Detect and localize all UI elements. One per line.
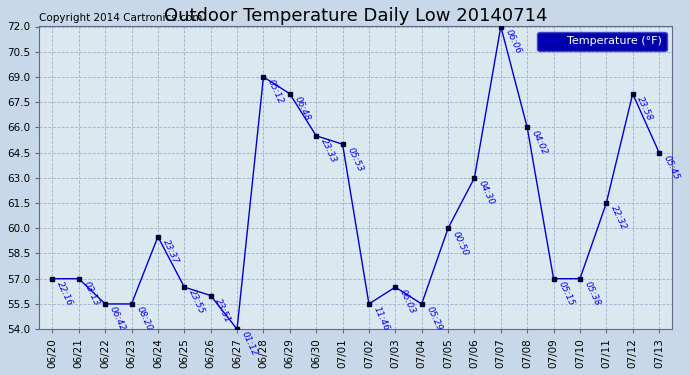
Text: 04:02: 04:02 — [530, 129, 549, 156]
Text: 05:53: 05:53 — [345, 146, 364, 173]
Text: 00:50: 00:50 — [451, 230, 470, 257]
Text: Copyright 2014 Cartronics.com: Copyright 2014 Cartronics.com — [39, 13, 203, 24]
Text: 01:12: 01:12 — [240, 330, 259, 358]
Text: 06:48: 06:48 — [293, 95, 312, 123]
Text: 05:29: 05:29 — [424, 305, 444, 333]
Text: 23:51: 23:51 — [213, 297, 233, 324]
Legend: Temperature (°F): Temperature (°F) — [538, 32, 667, 51]
Text: 11:46: 11:46 — [372, 305, 391, 333]
Text: 23:58: 23:58 — [635, 95, 655, 123]
Text: 05:38: 05:38 — [583, 280, 602, 308]
Text: 05:12: 05:12 — [266, 78, 286, 106]
Text: 06:06: 06:06 — [504, 28, 523, 55]
Title: Outdoor Temperature Daily Low 20140714: Outdoor Temperature Daily Low 20140714 — [164, 7, 547, 25]
Text: 05:45: 05:45 — [662, 154, 681, 182]
Text: 22:32: 22:32 — [609, 204, 629, 232]
Text: 23:37: 23:37 — [161, 238, 180, 266]
Text: 06:03: 06:03 — [398, 288, 417, 316]
Text: 23:33: 23:33 — [319, 137, 338, 165]
Text: 03:13: 03:13 — [81, 280, 101, 308]
Text: 06:42: 06:42 — [108, 305, 127, 333]
Text: 05:15: 05:15 — [556, 280, 575, 308]
Text: 08:20: 08:20 — [135, 305, 153, 333]
Text: 22:16: 22:16 — [55, 280, 75, 308]
Text: 23:55: 23:55 — [187, 288, 206, 316]
Text: 04:30: 04:30 — [477, 179, 496, 207]
